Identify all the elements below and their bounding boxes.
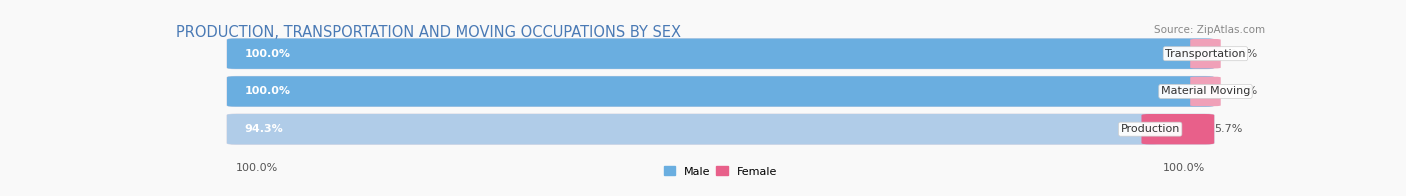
Text: Production: Production [1121,124,1180,134]
FancyBboxPatch shape [226,76,1215,107]
Text: 94.3%: 94.3% [245,124,283,134]
FancyBboxPatch shape [1191,39,1220,68]
FancyBboxPatch shape [226,76,1215,107]
Text: 0.0%: 0.0% [1229,86,1258,96]
Text: Material Moving: Material Moving [1161,86,1250,96]
Legend: Male, Female: Male, Female [659,162,782,181]
Text: 100.0%: 100.0% [236,163,278,173]
Text: PRODUCTION, TRANSPORTATION AND MOVING OCCUPATIONS BY SEX: PRODUCTION, TRANSPORTATION AND MOVING OC… [176,25,681,40]
FancyBboxPatch shape [226,39,1215,69]
Text: 100.0%: 100.0% [245,86,291,96]
Text: 5.7%: 5.7% [1215,124,1243,134]
FancyBboxPatch shape [1191,77,1220,106]
Text: Source: ZipAtlas.com: Source: ZipAtlas.com [1154,25,1265,35]
Text: 0.0%: 0.0% [1229,49,1258,59]
Text: 100.0%: 100.0% [245,49,291,59]
Text: 100.0%: 100.0% [1163,163,1205,173]
FancyBboxPatch shape [226,114,1215,144]
FancyBboxPatch shape [1142,114,1215,144]
Text: Transportation: Transportation [1166,49,1246,59]
FancyBboxPatch shape [226,39,1215,69]
FancyBboxPatch shape [226,114,1159,144]
